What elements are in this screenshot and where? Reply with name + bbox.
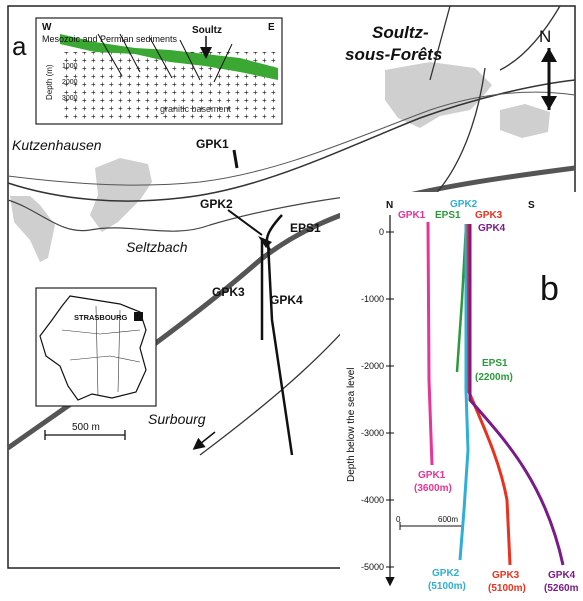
profile-scale-length: 600m	[438, 515, 458, 524]
depth-tick-label: -4000	[361, 495, 384, 505]
cross-section-tick-3000: 3000	[62, 95, 78, 102]
soultz-label-line1: Soultz-	[372, 23, 429, 42]
gpk1-map-label: GPK1	[196, 137, 229, 151]
depth-axis-label: Depth below the sea level	[346, 367, 357, 482]
green-sediment-layer	[60, 34, 278, 80]
soultz-label-line2: sous-Forêts	[345, 45, 442, 64]
cross-section-depth-axis: Depth (m)	[45, 64, 54, 100]
gpk2-map-label: GPK2	[200, 197, 233, 211]
road-north-2	[499, 5, 561, 71]
cross-section-inset: W E Soultz Mesozoic and Permian sediment…	[35, 17, 283, 125]
gpk3-map-label: GPK3	[212, 285, 245, 299]
road-east	[429, 67, 486, 201]
panel-label-a: a	[12, 31, 27, 61]
cross-section-tick-2000: 2000	[62, 79, 78, 86]
gpk3-bottom-name: GPK3	[492, 570, 520, 581]
cross-section-sediments: Mesozoic and Permian sediments	[42, 34, 178, 44]
profile-south: S	[528, 200, 535, 211]
fault-lines	[97, 33, 233, 83]
north-arrow-head	[541, 48, 557, 62]
surbourg-arrow	[192, 431, 216, 450]
gpk1-top-label: GPK1	[398, 210, 426, 221]
gpk4-bottom-depth: (5260m	[544, 583, 579, 594]
gpk3-top-label: GPK3	[475, 210, 503, 221]
kutzenhausen-town-area	[90, 158, 152, 232]
gpk4-top-label: GPK4	[478, 223, 506, 234]
gpk2-trajectory	[227, 209, 263, 236]
cross-section-basement: granitic basement	[160, 104, 232, 114]
gpk4-trajectory	[266, 241, 294, 456]
depth-tick-label: -2000	[361, 361, 384, 371]
seltzbach-stream	[7, 194, 361, 232]
gpk1-bottom-depth: (3600m)	[414, 483, 452, 494]
scale-bar-label: 500 m	[72, 422, 100, 433]
cross-section-west: W	[42, 22, 52, 33]
depth-tick-label: -5000	[361, 562, 384, 572]
profile-panel: b N S 0 -1000 -2000 -3000 -4000 -5000 Depth b…	[340, 192, 583, 596]
road-north	[429, 5, 451, 81]
gpk4-bottom-name: GPK4	[548, 570, 576, 581]
depth-tick-label: -1000	[361, 294, 384, 304]
gpk3-bottom-depth: (5100m)	[488, 583, 526, 594]
gpk1-bottom-name: GPK1	[418, 470, 446, 481]
france-inset: STRASBOURG	[35, 287, 157, 407]
gpk4-map-label: GPK4	[270, 293, 303, 307]
cross-section-site: Soultz	[192, 25, 222, 36]
profile-scale-zero: 0	[396, 515, 401, 524]
gpk4-profile-line	[468, 224, 565, 566]
eps1-bottom-name: EPS1	[482, 358, 508, 369]
cross-section-tick-1000: 1000	[62, 63, 78, 70]
map-scale-bar: 500 m	[44, 422, 126, 440]
gpk1-profile-line	[426, 221, 434, 466]
scale-bar-line	[44, 430, 126, 440]
gpk2-bottom-name: GPK2	[432, 568, 460, 579]
soultz-town-area-east	[500, 104, 550, 138]
france-regions	[61, 305, 141, 397]
panel-label-b: b	[540, 270, 559, 308]
gpk2-bottom-depth: (5100m)	[428, 581, 466, 592]
soultz-town-area	[385, 62, 492, 128]
strasbourg-label: STRASBOURG	[74, 313, 128, 322]
eps1-bottom-depth: (2200m)	[475, 372, 513, 383]
profile-north: N	[386, 200, 393, 211]
gpk1-trajectory	[232, 149, 239, 169]
gpk2-top-label: GPK2	[450, 199, 478, 210]
river-line-upper	[7, 79, 576, 202]
depth-tick-label: 0	[379, 227, 384, 237]
kutzenhausen-label: Kutzenhausen	[12, 137, 102, 153]
gpk2-profile-line	[458, 224, 470, 561]
road-line	[7, 91, 576, 186]
seltzbach-label: Seltzbach	[126, 239, 188, 255]
west-town-area	[10, 196, 55, 262]
surbourg-label: Surbourg	[148, 411, 206, 427]
north-arrow: N	[539, 27, 557, 110]
eps1-top-label: EPS1	[435, 210, 461, 221]
depth-tick-label: -3000	[361, 428, 384, 438]
depth-ticks: 0 -1000 -2000 -3000 -4000 -5000	[361, 227, 394, 572]
strasbourg-marker	[134, 312, 143, 321]
cross-section-east: E	[268, 22, 275, 33]
well-cluster	[258, 236, 272, 248]
north-label: N	[539, 27, 551, 46]
north-arrow-tail	[541, 96, 557, 110]
eps1-map-label: EPS1	[290, 221, 321, 235]
